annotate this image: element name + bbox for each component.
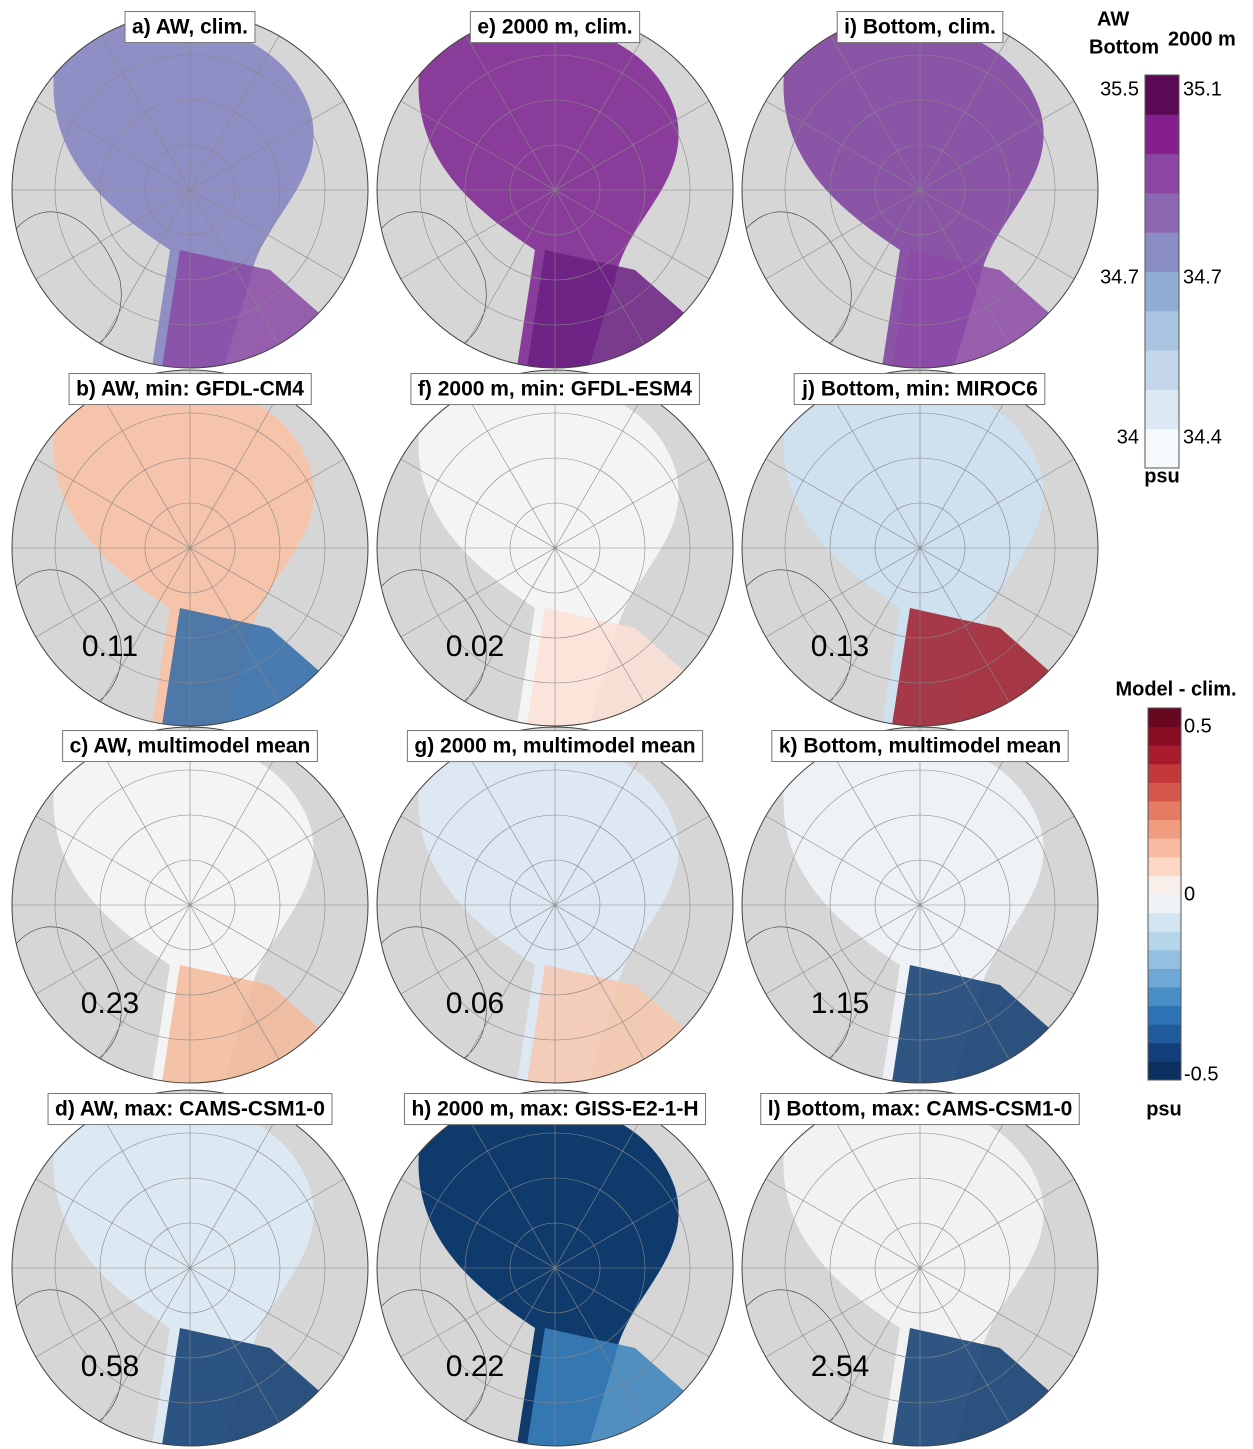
panel-value: 0.06 xyxy=(446,987,504,1020)
colorbar-tick-label: 0.5 xyxy=(1184,715,1212,737)
panel-title: k) Bottom, multimodel mean xyxy=(779,735,1061,758)
colorbar-tick-label: 34 xyxy=(1117,426,1139,448)
colorbar-tick-label: -0.5 xyxy=(1184,1063,1218,1085)
colorbar-band xyxy=(1145,232,1179,272)
colorbar-band xyxy=(1148,838,1181,857)
map-panel xyxy=(375,12,733,380)
map-content xyxy=(375,370,733,738)
colorbar-band xyxy=(1148,1043,1181,1062)
colorbar-band xyxy=(1148,894,1181,913)
panel-title: d) AW, max: CAMS-CSM1-0 xyxy=(55,1098,325,1121)
panel-value: 0.23 xyxy=(81,987,139,1020)
colorbar-header: AW xyxy=(1097,8,1129,30)
map-panel xyxy=(375,727,733,1095)
colorbar-unit: psu xyxy=(1144,465,1180,487)
panel-value: 0.58 xyxy=(81,1350,139,1383)
map-panel xyxy=(740,370,1098,738)
panel-value: 0.13 xyxy=(811,630,869,663)
panel-title: c) AW, multimodel mean xyxy=(70,735,311,758)
map-panel xyxy=(375,1090,733,1449)
colorbar-tick-label: 0 xyxy=(1184,883,1195,905)
map-panel xyxy=(10,1090,368,1449)
panel-value: 1.15 xyxy=(811,987,869,1020)
panel-title: a) AW, clim. xyxy=(132,16,248,39)
map-content xyxy=(740,727,1098,1095)
panel-title: g) 2000 m, multimodel mean xyxy=(414,735,695,758)
colorbar-band xyxy=(1148,727,1181,746)
colorbar-band xyxy=(1148,987,1181,1006)
panel-value: 0.02 xyxy=(446,630,504,663)
panel-title: j) Bottom, min: MIROC6 xyxy=(801,378,1038,401)
map-content xyxy=(10,370,368,738)
panel-title: e) 2000 m, clim. xyxy=(477,16,632,39)
colorbar-band xyxy=(1145,429,1179,469)
map-panel xyxy=(740,727,1098,1095)
map-content xyxy=(10,727,368,1095)
panel-title: l) Bottom, max: CAMS-CSM1-0 xyxy=(768,1098,1073,1121)
panel-title: f) 2000 m, min: GFDL-ESM4 xyxy=(418,378,693,401)
colorbar-band xyxy=(1145,389,1179,429)
colorbar-band xyxy=(1148,857,1181,876)
colorbar-band xyxy=(1145,154,1179,194)
panel-value: 0.22 xyxy=(446,1350,504,1383)
colorbar-band xyxy=(1148,931,1181,950)
colorbar-band xyxy=(1148,913,1181,932)
panel-title: b) AW, min: GFDL-CM4 xyxy=(76,378,304,401)
colorbar-tick-label: 34.4 xyxy=(1183,426,1222,448)
map-content xyxy=(740,12,1098,380)
panel-title: h) 2000 m, max: GISS-E2-1-H xyxy=(411,1098,698,1121)
map-content xyxy=(740,370,1098,738)
colorbar-band xyxy=(1148,1061,1181,1080)
map-content xyxy=(375,12,733,380)
map-panel xyxy=(375,370,733,738)
colorbar-band xyxy=(1148,820,1181,839)
colorbar-band xyxy=(1148,1006,1181,1025)
colorbar-band xyxy=(1148,764,1181,783)
map-panel xyxy=(10,12,368,380)
map-panel xyxy=(740,1090,1098,1449)
map-content xyxy=(375,727,733,1095)
colorbar-band xyxy=(1148,801,1181,820)
colorbar-header: 2000 m xyxy=(1168,28,1236,50)
map-content xyxy=(10,12,368,380)
colorbar-band xyxy=(1148,950,1181,969)
colorbar-band xyxy=(1148,875,1181,894)
colorbar-title: Model - clim. xyxy=(1115,678,1236,700)
colorbar-header: Bottom xyxy=(1089,36,1159,58)
panel-value: 0.11 xyxy=(82,630,138,663)
colorbar-band xyxy=(1148,745,1181,764)
map-panel xyxy=(740,12,1098,380)
colorbar-tick-label: 34.7 xyxy=(1183,266,1222,288)
colorbar-unit: psu xyxy=(1146,1098,1182,1120)
map-panel xyxy=(10,370,368,738)
colorbar-tick-label: 34.7 xyxy=(1100,266,1139,288)
figure: a) AW, clim. b) AW, min: GFDL-CM4 0.11 c) A… xyxy=(0,0,1253,1449)
colorbar-tick-label: 35.1 xyxy=(1183,78,1222,100)
colorbar-band xyxy=(1145,75,1179,115)
colorbar-band xyxy=(1145,193,1179,233)
map-panel xyxy=(10,727,368,1095)
colorbar-band xyxy=(1145,114,1179,154)
panel-value: 2.54 xyxy=(811,1350,869,1383)
colorbar-band xyxy=(1148,782,1181,801)
colorbar-band xyxy=(1148,1024,1181,1043)
colorbar-band xyxy=(1145,350,1179,390)
colorbar-band xyxy=(1148,708,1181,727)
colorbar-band xyxy=(1148,968,1181,987)
colorbar-band xyxy=(1145,311,1179,351)
panel-title: i) Bottom, clim. xyxy=(844,16,996,39)
colorbar-band xyxy=(1145,272,1179,312)
colorbar-tick-label: 35.5 xyxy=(1100,78,1139,100)
